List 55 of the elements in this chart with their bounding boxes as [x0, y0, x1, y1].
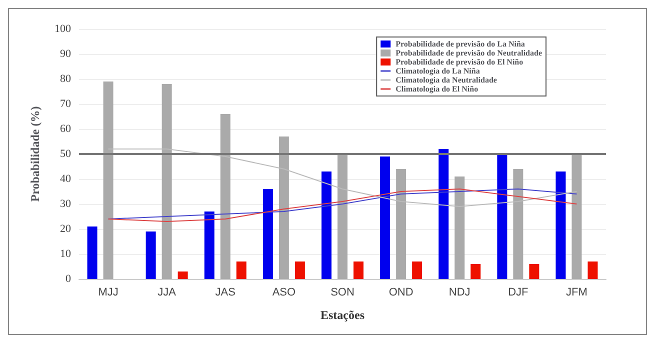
x-axis-title: Estações: [320, 308, 365, 322]
x-tick-label: NDJ: [448, 286, 470, 298]
legend-label: Climatologia do El Niño: [396, 84, 478, 94]
bar: [178, 272, 188, 279]
bar: [412, 262, 422, 279]
bar: [513, 169, 524, 279]
y-tick-label: 50: [60, 148, 72, 160]
y-tick-label: 40: [60, 173, 72, 185]
bar: [380, 156, 390, 279]
y-tick-label: 60: [60, 123, 72, 135]
bar: [162, 84, 172, 279]
y-tick-label: 100: [54, 23, 72, 35]
legend-label: Probabilidade de previsão do El Niño: [396, 58, 524, 66]
bar: [354, 262, 364, 279]
bar: [103, 82, 114, 279]
bar: [294, 262, 305, 279]
y-tick-label: 10: [60, 248, 72, 260]
line-series: [108, 148, 578, 207]
x-tick-label: SON: [330, 286, 354, 298]
bar: [236, 262, 246, 279]
y-axis-title: Probabilidade (%): [28, 106, 42, 202]
bar: [220, 114, 230, 279]
x-tick-label: ASO: [272, 286, 296, 298]
y-tick-label: 80: [60, 73, 72, 85]
bar: [529, 264, 540, 279]
bar: [204, 212, 214, 279]
bar: [322, 172, 332, 279]
bar: [572, 154, 582, 279]
bar: [470, 264, 481, 279]
x-tick-label: JAS: [215, 286, 236, 298]
y-tick-label: 0: [66, 273, 72, 285]
legend-label: Probabilidade de previsão do Neutralidade: [396, 48, 542, 58]
y-tick-label: 90: [60, 48, 72, 60]
bar: [278, 136, 289, 279]
legend-label: Climatologia da Neutralidade: [396, 76, 498, 84]
legend-label: Climatologia do La Niña: [396, 66, 480, 76]
x-tick-label: DJF: [508, 286, 529, 298]
x-tick-label: OND: [388, 286, 414, 298]
y-tick-label: 20: [60, 223, 72, 235]
x-tick-label: JFM: [566, 286, 588, 298]
bar: [588, 262, 598, 279]
bar: [146, 232, 156, 279]
x-tick-label: JJA: [158, 286, 177, 298]
bar: [556, 172, 566, 279]
bar: [497, 154, 508, 279]
y-tick-label: 70: [60, 98, 72, 110]
bar: [338, 154, 348, 279]
x-tick-label: MJJ: [98, 286, 118, 298]
bar: [454, 176, 465, 279]
y-tick-label: 30: [60, 198, 72, 210]
bar: [262, 189, 273, 279]
bar: [438, 149, 449, 279]
legend-label: Probabilidade de previsão do La Niña: [396, 40, 525, 48]
bar: [396, 169, 406, 279]
bar: [87, 226, 98, 279]
